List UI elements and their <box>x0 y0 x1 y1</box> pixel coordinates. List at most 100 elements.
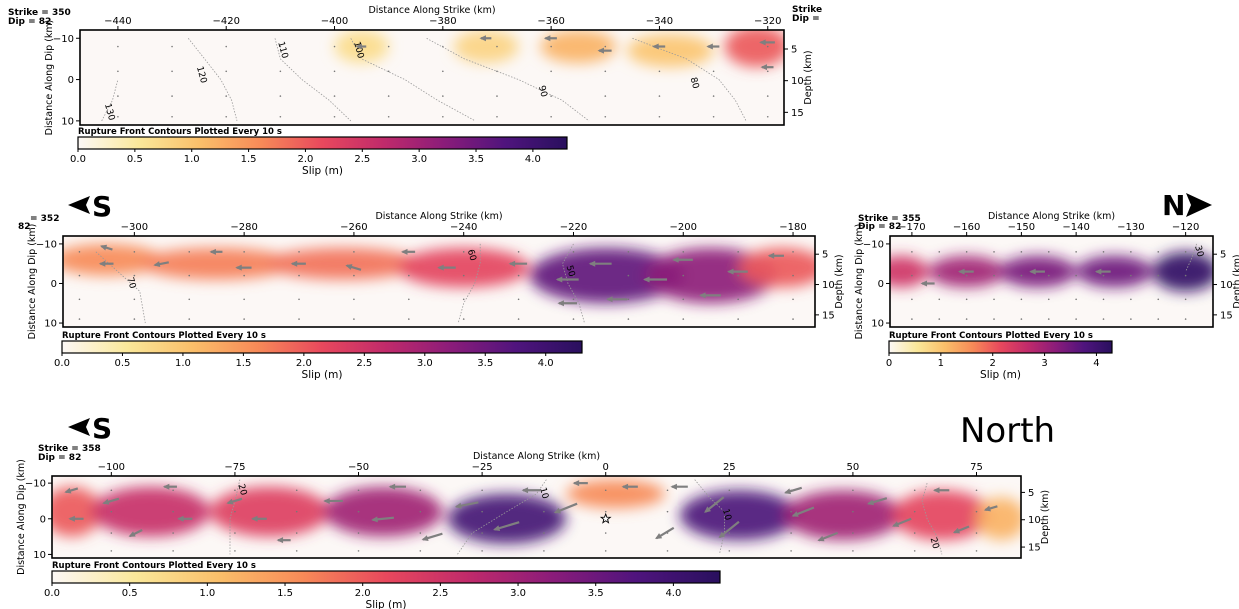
colorbar-tick-label: 2.0 <box>355 588 371 599</box>
colorbar-tick-label: 1 <box>938 358 944 369</box>
rupture-contour <box>1185 243 1197 272</box>
rake-arrow <box>784 486 803 495</box>
subfault-dot <box>550 45 552 48</box>
subfault-dot <box>658 115 661 118</box>
colorbar-label: Slip (m) <box>980 369 1021 381</box>
rake-arrow <box>597 47 612 54</box>
subfault-dot <box>357 510 360 513</box>
colorbar-tick-label: 0.5 <box>115 358 131 369</box>
subfault-dot <box>550 70 552 73</box>
subfault-dot <box>728 550 731 552</box>
colorbar-tick-label: 1.5 <box>241 154 257 165</box>
subfault-dot <box>975 510 978 513</box>
subfault-dot <box>1020 318 1023 320</box>
rake-arrow <box>553 502 578 514</box>
rake-arrow <box>276 537 291 544</box>
subfault-dot <box>911 274 913 277</box>
subfault-dot <box>1020 274 1023 277</box>
rake-arrow <box>920 280 935 287</box>
subfault-dot <box>225 95 228 97</box>
y-tick-label: −10 <box>36 239 57 250</box>
x-tick-label: −360 <box>537 16 564 27</box>
subfault-dot <box>110 510 113 513</box>
slip-patch <box>1076 255 1153 288</box>
subfault-dot <box>419 532 422 534</box>
subfault-dot <box>225 45 228 48</box>
subfault-dot <box>766 115 769 118</box>
x-tick-label: −240 <box>450 222 477 233</box>
rupture-contour <box>921 482 943 555</box>
slip-colorbar: Rupture Front Contours Plotted Every 10 … <box>54 331 583 381</box>
contour-label: 70 <box>124 276 137 290</box>
depth-axis-label: Depth (km) <box>803 50 814 104</box>
rake-arrow <box>1094 268 1111 275</box>
contour-label: 10 <box>537 486 550 500</box>
colorbar-tick-label: 0.5 <box>127 154 143 165</box>
strike-label: Strike = 355 <box>858 214 921 224</box>
rake-arrow <box>557 300 578 307</box>
x-tick-label: −120 <box>1172 222 1199 233</box>
subfault-dot <box>728 532 731 534</box>
subfault-dot <box>442 115 444 118</box>
subfault-dot <box>419 510 422 513</box>
slip-patch <box>52 486 102 537</box>
rake-arrow <box>817 531 839 542</box>
y-tick-label: −10 <box>53 34 74 45</box>
subfault-dot <box>63 71 65 73</box>
slip-patch <box>976 497 1021 541</box>
x-tick-label: −150 <box>1008 222 1035 233</box>
subfault-dot <box>49 489 51 491</box>
rake-arrow <box>672 256 693 263</box>
rake-arrow <box>892 517 912 527</box>
subfault-dot <box>1157 298 1160 301</box>
subfault-dot <box>78 251 81 253</box>
depth-tick-label: 10 <box>791 76 804 87</box>
y-axis-label: Distance Along Dip (km) <box>27 224 38 340</box>
subfault-dot <box>965 318 968 320</box>
slip-colorbar: Rupture Front Contours Plotted Every 10 … <box>44 561 721 609</box>
subfault-dot <box>1157 251 1160 253</box>
subfault-dot <box>133 318 136 320</box>
rake-arrow <box>621 483 638 490</box>
y-tick-label: 10 <box>44 319 57 330</box>
subfault-dot <box>604 510 607 513</box>
rake-arrow <box>643 276 668 283</box>
subfault-dot <box>993 298 995 301</box>
subfault-dot <box>172 532 174 534</box>
slip-map-area: 30 <box>890 236 1213 327</box>
y-tick-label: 10 <box>871 319 884 330</box>
rake-arrow <box>572 480 588 487</box>
rupture-contour <box>274 38 352 122</box>
slip-patch <box>890 255 929 288</box>
colorbar-title: Rupture Front Contours Plotted Every 10 … <box>52 561 256 571</box>
subfault-dot <box>188 318 191 320</box>
left-arrow-icon <box>68 418 90 436</box>
y-axis-label: Distance Along Dip (km) <box>16 459 27 575</box>
subfault-dot <box>938 318 941 320</box>
y-tick-label: 10 <box>33 550 46 561</box>
subfault-dot <box>279 45 282 48</box>
x-tick-label: −260 <box>340 222 367 233</box>
colorbar-tick-label: 1.5 <box>235 358 251 369</box>
subfault-dot <box>357 489 360 492</box>
rupture-contour <box>562 243 585 324</box>
subfault-dot <box>517 318 520 320</box>
rupture-contour <box>426 37 590 122</box>
subfault-dot <box>496 115 498 118</box>
subfault-dot <box>387 70 390 73</box>
subfault-dot <box>462 298 465 301</box>
subfault-dot <box>1157 318 1160 320</box>
subfault-dot <box>234 510 236 513</box>
subfault-dot <box>496 45 498 48</box>
x-tick-label: 25 <box>723 462 736 473</box>
subfault-dot <box>353 274 355 277</box>
subfault-dot <box>1102 251 1105 253</box>
subfault-dot <box>965 274 968 277</box>
dip-label-right: Dip = <box>792 14 820 24</box>
subfault-dot <box>543 489 545 492</box>
rake-arrow <box>401 248 416 255</box>
subfault-dot <box>171 95 173 97</box>
subfault-dot <box>171 45 173 48</box>
x-tick-label: −170 <box>898 222 925 233</box>
